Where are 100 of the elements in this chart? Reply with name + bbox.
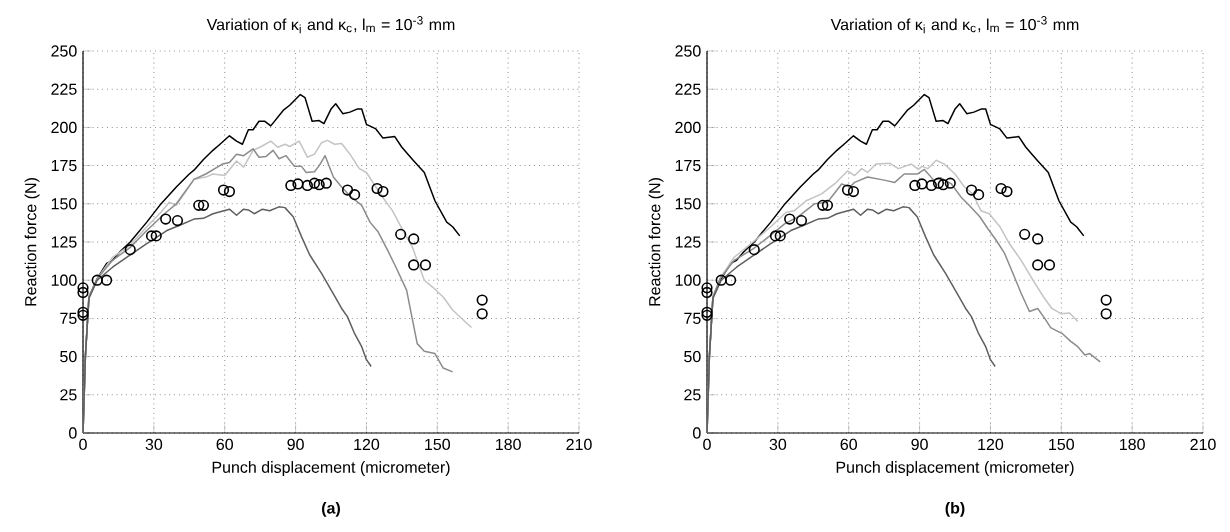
point bbox=[476, 308, 488, 320]
point bbox=[349, 189, 361, 201]
text: (a) bbox=[322, 501, 340, 517]
x-tick-label: 210 bbox=[1190, 438, 1216, 451]
point bbox=[795, 215, 808, 227]
x-tick-label: 30 bbox=[769, 438, 787, 451]
point bbox=[769, 230, 782, 242]
y-tick-label: 0 bbox=[69, 427, 77, 439]
point bbox=[341, 184, 354, 196]
point bbox=[408, 259, 420, 271]
x-tick-label: 90 bbox=[911, 438, 928, 451]
y-tick-label: 100 bbox=[675, 274, 701, 286]
point bbox=[715, 274, 727, 286]
y-tick-label: 0 bbox=[693, 427, 701, 439]
point bbox=[701, 286, 713, 299]
point bbox=[937, 179, 949, 191]
text: (b) bbox=[945, 501, 965, 517]
y-tick-label: 150 bbox=[675, 198, 701, 210]
point bbox=[395, 228, 407, 240]
chart-title: Variation of κ$_{i}$ and κ$_{c}$, l$_{m}$ = 10$^{-3}$ mm bbox=[830, 16, 1079, 34]
point bbox=[1032, 259, 1044, 271]
point bbox=[965, 184, 978, 196]
y-tick-label: 200 bbox=[51, 121, 77, 134]
y-tick-label: 250 bbox=[675, 45, 701, 57]
y-tick-label: 175 bbox=[51, 160, 77, 172]
y-tick-label: 125 bbox=[51, 236, 77, 248]
point bbox=[476, 294, 488, 306]
point bbox=[817, 199, 829, 211]
point bbox=[973, 189, 985, 201]
point bbox=[320, 177, 332, 189]
x-tick-label: 210 bbox=[566, 438, 592, 451]
point bbox=[725, 274, 737, 286]
y-tick-label: 50 bbox=[60, 350, 77, 363]
point bbox=[701, 282, 713, 294]
point bbox=[371, 182, 383, 195]
point bbox=[171, 215, 184, 227]
point bbox=[124, 244, 136, 256]
chart-title: Variation of κ$_{i}$ and κ$_{c}$, l$_{m}$ = 10$^{-3}$ mm bbox=[206, 16, 455, 34]
y-axis-title: Reaction force (N) bbox=[24, 178, 40, 306]
y-tick-label: 150 bbox=[51, 198, 77, 210]
point bbox=[77, 282, 89, 294]
x-tick-label: 150 bbox=[425, 438, 451, 451]
point bbox=[160, 213, 172, 225]
point bbox=[91, 274, 103, 286]
x-tick-label: 60 bbox=[216, 438, 233, 451]
point bbox=[1100, 308, 1112, 320]
y-tick-label: 100 bbox=[51, 274, 77, 286]
point bbox=[995, 182, 1007, 195]
point bbox=[301, 179, 313, 192]
point bbox=[774, 230, 786, 242]
x-tick-label: 0 bbox=[79, 438, 87, 451]
point bbox=[377, 185, 389, 198]
point bbox=[748, 244, 760, 256]
y-tick-label: 250 bbox=[51, 45, 77, 57]
point bbox=[285, 179, 297, 192]
x-axis-title: Punch displacement (micrometer) bbox=[836, 461, 1074, 477]
point bbox=[925, 179, 937, 192]
point bbox=[223, 185, 236, 198]
point bbox=[932, 177, 945, 189]
y-tick-label: 25 bbox=[60, 389, 77, 401]
point bbox=[847, 185, 860, 198]
y-tick-label: 75 bbox=[60, 312, 77, 324]
x-tick-label: 150 bbox=[1049, 438, 1075, 451]
x-tick-label: 120 bbox=[978, 438, 1004, 451]
y-axis-title: Reaction force (N) bbox=[648, 178, 664, 306]
point bbox=[313, 179, 325, 191]
point bbox=[197, 199, 210, 211]
y-tick-label: 25 bbox=[684, 389, 701, 401]
point bbox=[784, 213, 796, 225]
point bbox=[909, 179, 921, 192]
point bbox=[292, 178, 304, 190]
point bbox=[408, 233, 420, 245]
point bbox=[419, 259, 432, 271]
x-tick-label: 180 bbox=[1120, 438, 1145, 451]
point bbox=[1019, 228, 1031, 240]
point bbox=[916, 178, 928, 190]
point bbox=[1043, 259, 1056, 271]
line-series bbox=[82, 206, 372, 434]
x-tick-label: 0 bbox=[703, 438, 711, 451]
x-tick-label: 30 bbox=[145, 438, 163, 451]
point bbox=[193, 199, 205, 211]
point bbox=[217, 184, 230, 196]
y-tick-label: 50 bbox=[684, 350, 701, 363]
point bbox=[101, 274, 113, 286]
point bbox=[841, 184, 854, 196]
y-tick-label: 200 bbox=[675, 121, 701, 134]
point bbox=[150, 230, 162, 242]
point bbox=[944, 177, 956, 189]
y-tick-label: 225 bbox=[51, 83, 77, 95]
y-tick-label: 125 bbox=[675, 236, 701, 248]
y-tick-label: 225 bbox=[675, 83, 701, 95]
point bbox=[77, 286, 89, 299]
x-tick-label: 120 bbox=[354, 438, 380, 451]
point bbox=[821, 199, 834, 211]
x-tick-label: 180 bbox=[496, 438, 521, 451]
y-tick-label: 175 bbox=[675, 160, 701, 172]
x-tick-label: 60 bbox=[840, 438, 857, 451]
point bbox=[145, 230, 158, 242]
x-tick-label: 90 bbox=[287, 438, 304, 451]
point bbox=[308, 177, 321, 189]
